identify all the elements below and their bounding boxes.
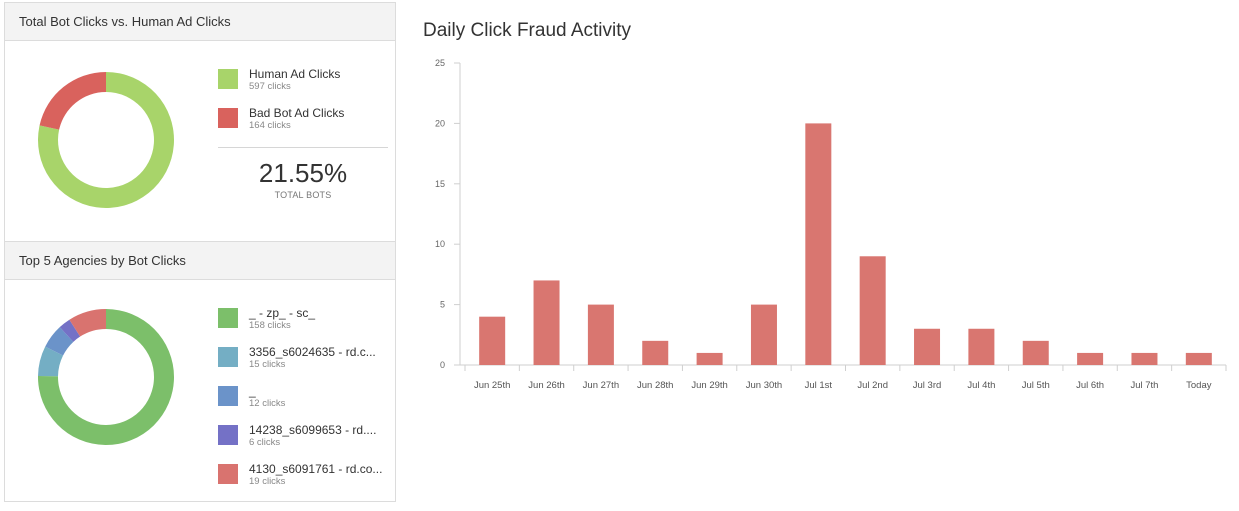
bar[interactable] xyxy=(1077,352,1104,365)
y-tick-label: 5 xyxy=(440,300,445,310)
legend-swatch-agency-3 xyxy=(218,386,238,406)
legend-item-agency-1[interactable]: _ - zp_ - sc_ 158 clicks xyxy=(218,306,388,345)
x-tick-label: Today xyxy=(1186,380,1212,391)
bar[interactable] xyxy=(805,123,832,366)
legend-label-agency-2: 3356_s6024635 - rd.c... xyxy=(249,345,376,359)
legend-label-human: Human Ad Clicks xyxy=(249,67,341,81)
bot-vs-human-legend: Human Ad Clicks 597 clicks Bad Bot Ad Cl… xyxy=(218,67,388,200)
legend-divider xyxy=(218,147,388,148)
x-tick-label: Jun 25th xyxy=(474,380,510,391)
x-tick-label: Jul 2nd xyxy=(857,380,888,391)
top-agencies-donut-slice-4[interactable] xyxy=(59,319,81,342)
x-tick-label: Jul 4th xyxy=(967,380,995,391)
x-tick-label: Jun 26th xyxy=(528,380,564,391)
top-agencies-panel: Top 5 Agencies by Bot Clicks _ - zp_ - s… xyxy=(4,241,396,502)
legend-item-bad-bot[interactable]: Bad Bot Ad Clicks 164 clicks xyxy=(218,106,388,145)
legend-count-agency-4: 6 clicks xyxy=(249,437,281,448)
bar[interactable] xyxy=(696,352,723,365)
bar[interactable] xyxy=(642,340,669,365)
legend-item-human[interactable]: Human Ad Clicks 597 clicks xyxy=(218,67,388,106)
legend-swatch-agency-2 xyxy=(218,347,238,367)
top-agencies-panel-title: Top 5 Agencies by Bot Clicks xyxy=(5,242,395,280)
legend-item-agency-4[interactable]: 14238_s6099653 - rd.... 6 clicks xyxy=(218,423,388,462)
x-tick-label: Jun 29th xyxy=(691,380,727,391)
y-tick-label: 0 xyxy=(440,360,445,370)
y-tick-label: 15 xyxy=(435,179,445,189)
bot-vs-human-panel: Total Bot Clicks vs. Human Ad Clicks Hum… xyxy=(4,2,396,243)
legend-count-agency-1: 158 clicks xyxy=(249,320,291,331)
bar[interactable] xyxy=(859,256,886,365)
legend-count-human: 597 clicks xyxy=(249,81,291,92)
total-bots-label: TOTAL BOTS xyxy=(274,190,332,200)
bar[interactable] xyxy=(479,316,506,365)
legend-count-agency-2: 15 clicks xyxy=(249,359,286,370)
x-tick-label: Jul 7th xyxy=(1130,380,1158,391)
bar[interactable] xyxy=(1131,352,1158,365)
bar[interactable] xyxy=(914,328,941,365)
top-agencies-legend: _ - zp_ - sc_ 158 clicks 3356_s6024635 -… xyxy=(218,306,388,501)
top-agencies-donut-slice-3[interactable] xyxy=(45,327,74,356)
x-tick-label: Jul 3rd xyxy=(913,380,942,391)
x-tick-label: Jun 30th xyxy=(746,380,782,391)
total-bots-percentage: 21.55% xyxy=(258,158,348,188)
bot-vs-human-donut-slice-2[interactable] xyxy=(39,72,106,130)
x-tick-label: Jul 6th xyxy=(1076,380,1104,391)
legend-item-agency-2[interactable]: 3356_s6024635 - rd.c... 15 clicks xyxy=(218,345,388,384)
legend-swatch-bad-bot xyxy=(218,108,238,128)
legend-label-bad-bot: Bad Bot Ad Clicks xyxy=(249,106,345,120)
x-tick-label: Jun 27th xyxy=(583,380,619,391)
y-tick-label: 10 xyxy=(435,239,445,249)
daily-click-fraud-bar-chart: 0 5 10 15 20 25 Jun 25th Jun 26th Jun 27th Jun 28… xyxy=(435,58,1227,391)
legend-swatch-agency-5 xyxy=(218,464,238,484)
legend-label-agency-5: 4130_s6091761 - rd.co... xyxy=(249,462,383,476)
legend-swatch-human xyxy=(218,69,238,89)
bot-vs-human-donut-slice-1[interactable] xyxy=(38,72,174,208)
x-tick-label: Jul 1st xyxy=(805,380,833,391)
legend-label-agency-1: _ - zp_ - sc_ xyxy=(249,306,316,320)
bar[interactable] xyxy=(533,280,560,365)
bot-vs-human-panel-title: Total Bot Clicks vs. Human Ad Clicks xyxy=(5,3,395,41)
bar[interactable] xyxy=(587,304,614,365)
legend-item-agency-5[interactable]: 4130_s6091761 - rd.co... 19 clicks xyxy=(218,462,388,501)
bar[interactable] xyxy=(1185,352,1212,365)
x-tick-label: Jun 28th xyxy=(637,380,673,391)
bar[interactable] xyxy=(1022,340,1049,365)
y-tick-label: 20 xyxy=(435,118,445,128)
top-agencies-donut xyxy=(37,309,174,445)
legend-count-bad-bot: 164 clicks xyxy=(249,120,291,131)
y-tick-label: 25 xyxy=(435,58,445,68)
legend-count-agency-5: 19 clicks xyxy=(249,476,286,487)
legend-label-agency-4: 14238_s6099653 - rd.... xyxy=(249,423,377,437)
legend-label-agency-3: _ xyxy=(249,384,256,398)
top-agencies-donut-slice-1[interactable] xyxy=(37,309,174,445)
legend-count-agency-3: 12 clicks xyxy=(249,398,286,409)
bot-vs-human-donut xyxy=(38,72,174,208)
top-agencies-donut-slice-2[interactable] xyxy=(38,346,64,377)
legend-swatch-agency-4 xyxy=(218,425,238,445)
x-tick-label: Jul 5th xyxy=(1022,380,1050,391)
bar[interactable] xyxy=(750,304,777,365)
legend-item-agency-3[interactable]: _ 12 clicks xyxy=(218,384,388,423)
bar[interactable] xyxy=(968,328,995,365)
top-agencies-donut-slice-5[interactable] xyxy=(69,309,106,337)
legend-swatch-agency-1 xyxy=(218,308,238,328)
chart-title: Daily Click Fraud Activity xyxy=(423,20,631,41)
